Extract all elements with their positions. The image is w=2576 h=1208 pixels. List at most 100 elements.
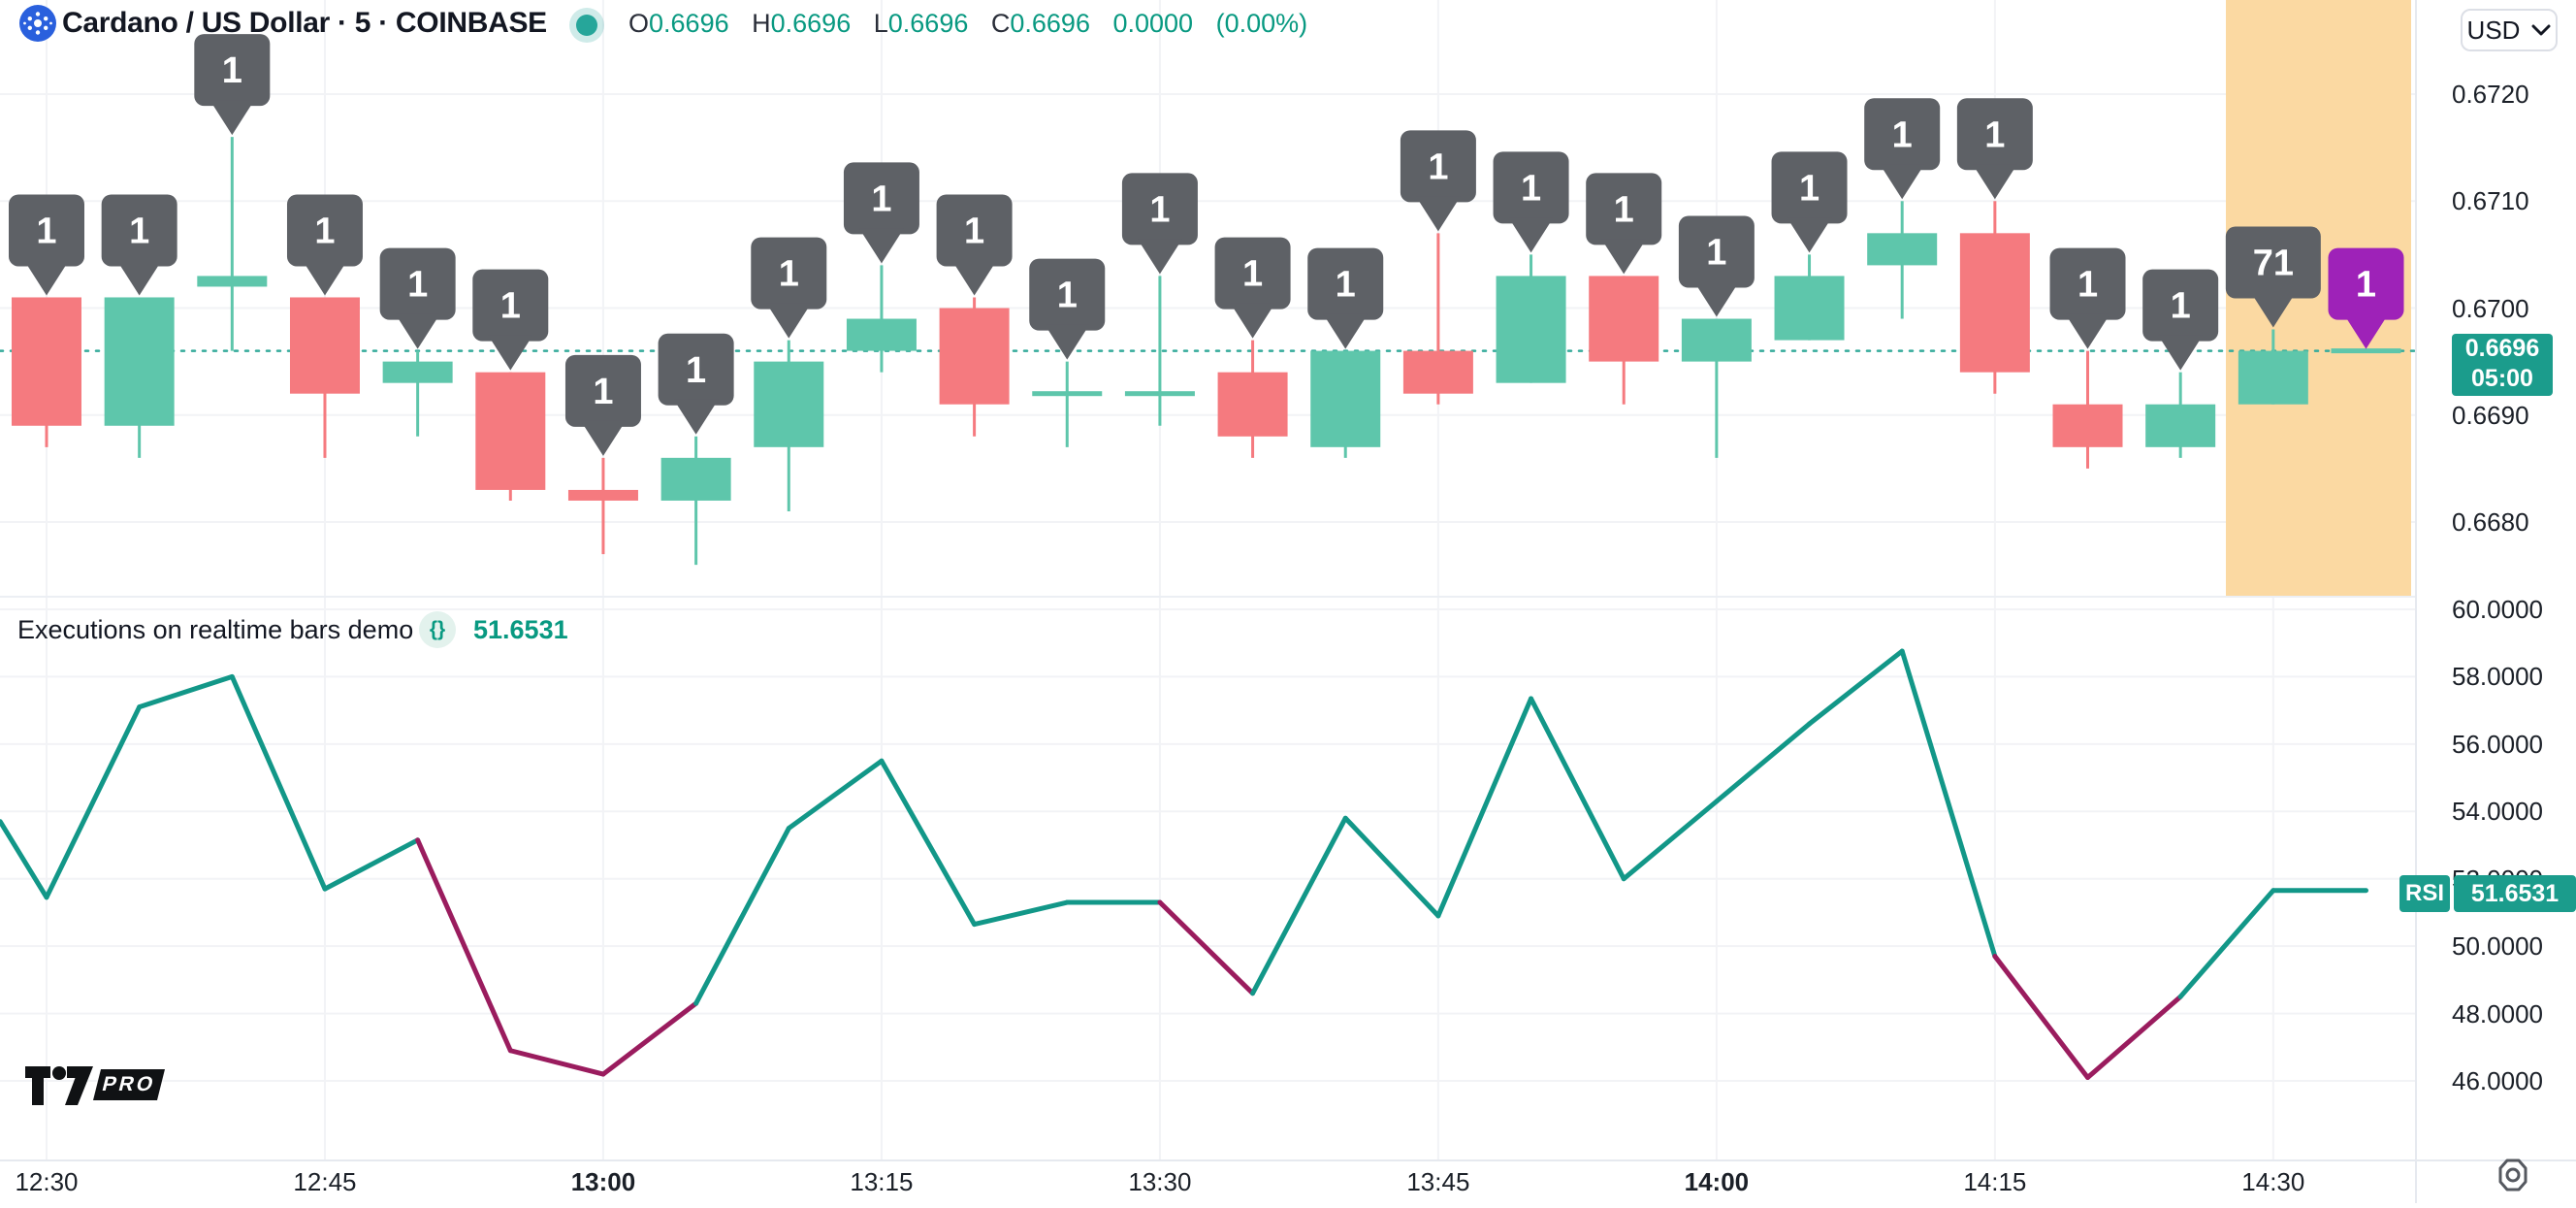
candle [1867,233,1938,266]
execution-badges: 1 1 1 1 1 1 1 1 1 1 1 1 1 1 1 1 1 1 1 1 1 1 1 1 71 1 [9,34,2404,456]
currency-label: USD [2466,15,2521,45]
time-tick-label: 13:45 [1406,1167,1470,1196]
tradingview-logo-icon[interactable] [24,1064,94,1112]
market-status-dot[interactable] [576,15,597,36]
svg-text:1: 1 [1242,254,1263,295]
time-axis-settings-button[interactable] [2495,1157,2531,1193]
event-badge[interactable]: 1 [1493,151,1569,253]
low-value: 0.6696 [887,9,969,38]
event-badge[interactable]: 1 [2142,269,2219,371]
event-badge[interactable]: 1 [1678,215,1755,317]
event-badge[interactable]: 1 [1400,130,1476,232]
event-badge[interactable]: 1 [1121,173,1198,275]
svg-text:1: 1 [1984,114,2005,155]
event-badge[interactable]: 1 [2049,247,2126,349]
svg-text:1: 1 [1706,233,1726,274]
rsi-axis-badge: RSI [2399,875,2450,912]
svg-text:1: 1 [1057,276,1078,316]
candle [939,308,1010,405]
candle [2052,404,2123,447]
change-percent: (0.00%) [1215,9,1308,38]
svg-text:1: 1 [686,350,706,391]
price-tick-label: 0.6700 [2452,293,2529,323]
svg-text:1: 1 [129,211,149,251]
event-badge[interactable]: 1 [1956,98,2033,200]
rsi-tick-label: 46.0000 [2452,1066,2543,1095]
candle [1217,372,1288,437]
pane-separator[interactable] [0,596,2415,598]
svg-text:1: 1 [407,265,428,306]
source-code-icon[interactable]: {} [419,611,456,648]
high-value: 0.6696 [770,9,852,38]
svg-text:1: 1 [2171,286,2191,327]
event-badge[interactable]: 1 [1586,173,1662,275]
svg-text:1: 1 [500,286,521,327]
rsi-tick-label: 50.0000 [2452,931,2543,962]
high-label: H [752,9,771,38]
event-badge[interactable]: 1 [1771,151,1848,253]
event-badge[interactable]: 1 [1307,247,1384,349]
svg-text:1: 1 [2356,265,2376,306]
svg-text:1: 1 [1428,147,1448,187]
svg-text:1: 1 [964,211,984,251]
rsi-line [0,648,2368,1081]
last-price-value: 0.6696 [2464,335,2540,362]
event-badge[interactable]: 1 [9,194,84,296]
symbol-title[interactable]: Cardano / US Dollar · 5 · COINBASE [62,7,547,39]
event-badge[interactable]: 1 [564,354,641,456]
ohlc-readout: O0.6696 H0.6696 L0.6696 C0.6696 0.0000 (… [628,9,1307,39]
event-badge[interactable]: 1 [379,247,456,349]
time-tick-label: 13:30 [1128,1167,1192,1196]
candle [2238,350,2308,405]
event-badge[interactable]: 1 [286,194,363,296]
svg-text:1: 1 [314,211,335,251]
close-value: 0.6696 [1010,9,1090,38]
candle [104,297,175,426]
candle [660,457,731,501]
svg-text:1: 1 [779,254,799,295]
candle [1032,391,1103,397]
price-tick-label: 0.6690 [2452,400,2529,430]
time-tick-label: 14:15 [1963,1167,2027,1196]
rsi-tick-label: 60.0000 [2452,595,2543,624]
event-badge[interactable]: 71 [2225,226,2321,328]
event-badge[interactable]: 1 [1029,258,1106,360]
event-badge[interactable]: 1 [101,194,177,296]
rsi-tick-label: 54.0000 [2452,797,2543,827]
event-badge[interactable]: 1 [1214,237,1291,339]
change-value: 0.0000 [1112,9,1194,38]
candle [1959,233,2030,373]
price-axis-border [2415,0,2417,1203]
svg-text:1: 1 [1149,189,1170,230]
event-badge[interactable]: 1 [843,162,919,264]
svg-text:1: 1 [2077,265,2098,306]
event-badge[interactable]: 1 [472,269,549,371]
event-badge[interactable]: 1 [936,194,1013,296]
svg-text:1: 1 [36,211,56,251]
indicator-value: 51.6531 [473,615,568,644]
time-tick-label: 14:30 [2241,1167,2305,1196]
candle [197,276,268,287]
time-tick-label: 12:45 [293,1167,357,1196]
event-badge[interactable]: 1 [194,34,271,136]
candle [475,372,546,490]
currency-dropdown[interactable]: USD [2461,9,2558,51]
indicator-title[interactable]: Executions on realtime bars demo [17,615,414,644]
event-badge[interactable]: 1 [2328,247,2404,349]
candle [567,489,638,501]
svg-text:71: 71 [2253,244,2294,284]
event-badge[interactable]: 1 [658,333,734,435]
candle [12,297,81,426]
event-badge[interactable]: 1 [1864,98,1941,200]
chevron-down-icon [2531,24,2551,36]
candle [1496,276,1566,383]
cardano-logo-icon [19,5,56,42]
svg-text:1: 1 [1521,168,1541,209]
event-badge[interactable]: 1 [751,237,827,339]
svg-text:1: 1 [1892,114,1913,155]
price-tick-label: 0.6680 [2452,507,2529,537]
candlestick-series [12,137,2401,566]
svg-text:1: 1 [222,50,242,91]
